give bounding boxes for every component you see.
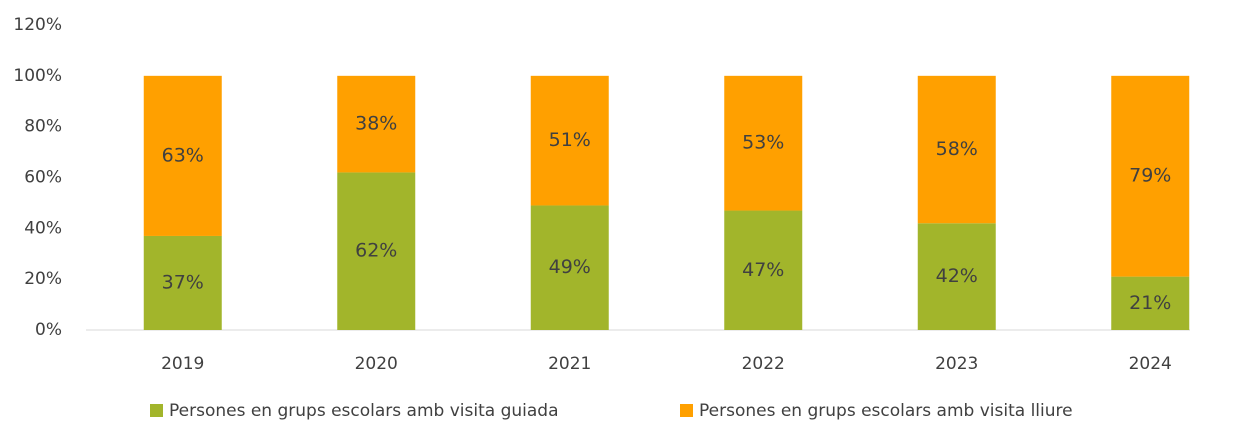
x-tick-label: 2019: [161, 354, 204, 374]
y-tick-label: 0%: [35, 320, 62, 340]
x-tick-label: 2020: [355, 354, 398, 374]
data-label: 79%: [1129, 165, 1171, 187]
data-label: 58%: [936, 138, 978, 160]
data-label: 47%: [742, 259, 784, 281]
legend-label: Persones en grups escolars amb visita gu…: [169, 401, 558, 421]
y-tick-label: 20%: [24, 269, 62, 289]
bar-segment: [143, 235, 222, 330]
y-tick-label: 80%: [24, 117, 62, 137]
bar-segment: [337, 172, 416, 330]
bar-segment: [724, 75, 803, 211]
bar-segment: [337, 75, 416, 173]
bar-segment: [1111, 276, 1190, 330]
data-label: 38%: [355, 113, 397, 135]
x-tick-label: 2024: [1129, 354, 1172, 374]
x-tick-label: 2023: [935, 354, 978, 374]
data-label: 62%: [355, 240, 397, 262]
data-label: 49%: [549, 256, 591, 278]
bar-segment: [530, 205, 609, 330]
y-tick-label: 60%: [24, 168, 62, 188]
bar-segment: [1111, 75, 1190, 277]
data-label: 51%: [549, 129, 591, 151]
data-label: 42%: [936, 265, 978, 287]
bar-segment: [917, 223, 996, 330]
bar-segment: [143, 75, 222, 236]
bar-segment: [530, 75, 609, 206]
x-tick-label: 2021: [548, 354, 591, 374]
y-tick-label: 100%: [13, 66, 62, 86]
data-label: 21%: [1129, 292, 1171, 314]
legend-swatch: [150, 404, 163, 417]
legend-label: Persones en grups escolars amb visita ll…: [699, 401, 1073, 421]
bar-segment: [917, 75, 996, 224]
data-label: 53%: [742, 132, 784, 154]
bar-segment: [724, 210, 803, 330]
legend-swatch: [680, 404, 693, 417]
y-tick-label: 40%: [24, 218, 62, 238]
data-label: 37%: [162, 271, 204, 293]
x-tick-label: 2022: [742, 354, 785, 374]
y-tick-label: 120%: [13, 15, 62, 35]
data-label: 63%: [162, 144, 204, 166]
